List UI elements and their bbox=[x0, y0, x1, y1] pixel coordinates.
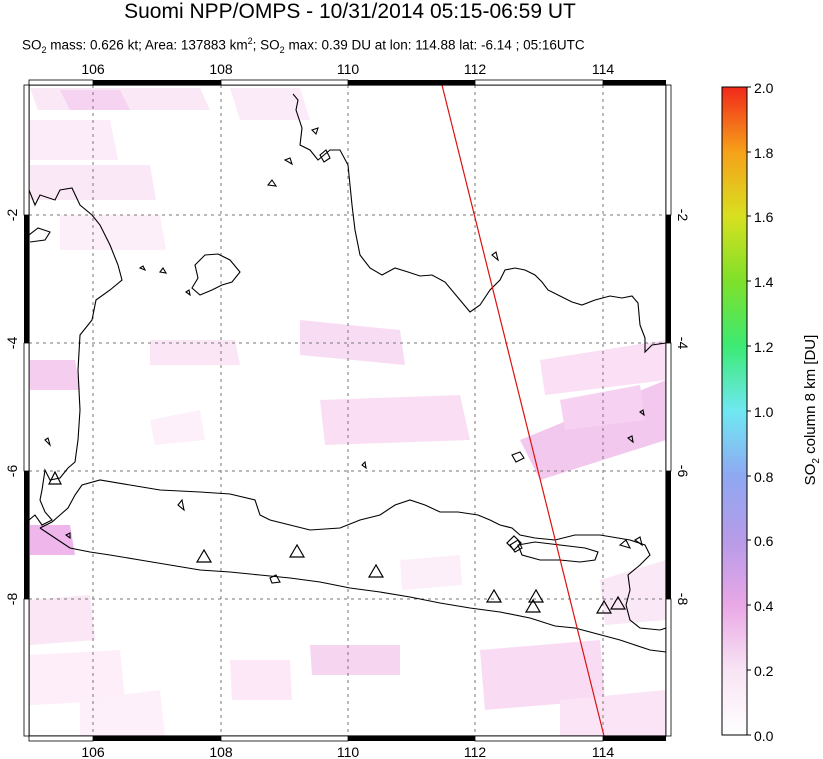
volcano-marker bbox=[527, 588, 545, 603]
volcano-marker bbox=[195, 548, 213, 563]
colorbar-tick-label: 1.8 bbox=[754, 145, 774, 161]
volcano-markers bbox=[48, 470, 627, 614]
colorbar-tick-label: 0.6 bbox=[754, 533, 774, 549]
lon-tick-label-bottom: 110 bbox=[337, 744, 360, 759]
colorbar-tick-label: 0.8 bbox=[754, 469, 774, 485]
lon-tick-label-bottom: 112 bbox=[464, 744, 487, 759]
so2-swaths bbox=[30, 88, 666, 736]
map-title: Suomi NPP/OMPS - 10/31/2014 05:15-06:59 … bbox=[124, 0, 576, 23]
colorbar-tick-label: 1.6 bbox=[754, 209, 774, 225]
volcano-marker bbox=[367, 563, 385, 578]
colorbar-tick-label: 2.0 bbox=[754, 80, 774, 96]
coastlines bbox=[29, 93, 666, 653]
lon-tick-label-bottom: 114 bbox=[592, 744, 615, 759]
grid-lines bbox=[29, 85, 666, 736]
volcano-marker bbox=[288, 543, 306, 558]
volcano-marker bbox=[524, 598, 542, 613]
lat-tick-label-left: -2 bbox=[4, 209, 20, 222]
lon-tick-label-top: 110 bbox=[337, 61, 360, 77]
lon-tick-labels: 106 108 110 112 114 106 108 110 112 114 bbox=[81, 61, 614, 759]
volcano-marker bbox=[595, 599, 613, 614]
colorbar-tick-label: 1.0 bbox=[754, 404, 774, 420]
volcano-marker bbox=[609, 595, 627, 610]
lat-tick-label-left: -8 bbox=[4, 593, 20, 606]
lat-tick-label-left: -6 bbox=[4, 465, 20, 478]
lat-tick-label-right: -4 bbox=[675, 337, 691, 350]
map-border-bars bbox=[23, 79, 672, 742]
volcano-marker bbox=[506, 535, 522, 551]
lat-tick-label-left: -4 bbox=[4, 337, 20, 350]
colorbar-tick-label: 0.2 bbox=[754, 663, 774, 679]
lat-tick-label-right: -2 bbox=[675, 209, 691, 222]
lat-tick-label-right: -6 bbox=[675, 465, 691, 478]
lon-tick-label-top: 108 bbox=[209, 61, 233, 77]
lon-tick-label-bottom: 106 bbox=[81, 744, 105, 759]
colorbar-tick-label: 1.2 bbox=[754, 339, 774, 355]
colorbar-tick-label: 1.4 bbox=[754, 274, 774, 290]
volcano-marker bbox=[48, 470, 62, 485]
lon-tick-label-bottom: 108 bbox=[209, 744, 233, 759]
colorbar-gradient bbox=[721, 86, 748, 736]
lon-tick-label-top: 114 bbox=[592, 61, 615, 77]
colorbar: 2.0 1.8 1.6 1.4 1.2 1.0 0.8 0.6 0.4 0.2 … bbox=[721, 80, 822, 744]
colorbar-tick-label: 0.0 bbox=[754, 728, 774, 744]
colorbar-tick-label: 0.4 bbox=[754, 598, 774, 614]
orbit-track-line bbox=[441, 84, 605, 737]
lat-tick-label-right: -8 bbox=[675, 593, 691, 606]
lon-tick-label-top: 106 bbox=[81, 61, 105, 77]
lon-tick-label-top: 112 bbox=[464, 61, 487, 77]
map-subtitle: SO2 mass: 0.626 kt; Area: 137883 km2; SO… bbox=[22, 36, 585, 56]
lat-tick-labels: -2 -4 -6 -8 -2 -4 -6 -8 bbox=[4, 209, 691, 606]
volcano-marker bbox=[485, 588, 503, 603]
colorbar-label: SO2 column 8 km [DU] bbox=[802, 335, 822, 486]
